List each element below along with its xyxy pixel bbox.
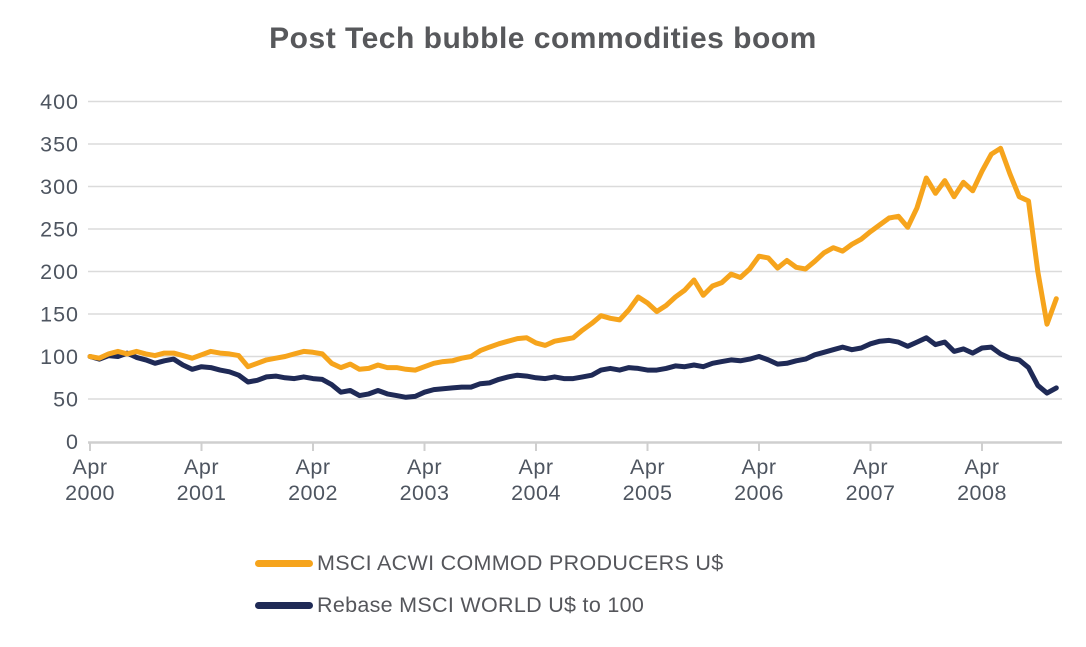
x-axis-label-year: 2007 [846, 481, 896, 505]
chart-legend: MSCI ACWI COMMOD PRODUCERS U$ Rebase MSC… [255, 551, 723, 618]
x-axis-label-month: Apr [296, 455, 331, 479]
x-axis-label-year: 2000 [65, 481, 115, 505]
y-axis-label: 100 [40, 345, 79, 369]
x-axis-label-year: 2005 [623, 481, 673, 505]
y-axis-label: 300 [40, 175, 79, 199]
x-axis-label-month: Apr [519, 455, 554, 479]
y-axis-label: 200 [40, 260, 79, 284]
x-axis-label-month: Apr [965, 455, 1000, 479]
x-axis-label-month: Apr [742, 455, 777, 479]
x-axis-label-month: Apr [407, 455, 442, 479]
x-axis-label-year: 2006 [734, 481, 784, 505]
y-axis-label: 50 [53, 388, 79, 412]
legend-item-msci-world: Rebase MSCI WORLD U$ to 100 [255, 593, 723, 618]
y-axis-label: 400 [40, 90, 79, 114]
x-axis-label-year: 2002 [288, 481, 338, 505]
x-axis-label-month: Apr [630, 455, 665, 479]
legend-swatch-yellow-line [255, 560, 313, 567]
series-line-msci-acwi-commod-producers-u [87, 145, 1059, 373]
y-axis-label: 150 [40, 303, 79, 327]
x-axis-label-year: 2004 [511, 481, 561, 505]
x-axis-label-year: 2001 [177, 481, 227, 505]
y-axis-label: 0 [66, 430, 79, 454]
chart-title: Post Tech bubble commodities boom [269, 22, 817, 55]
legend-item-commod-producers: MSCI ACWI COMMOD PRODUCERS U$ [255, 551, 723, 576]
line-chart-canvas: 050100150200250300350400Apr2000Apr2001Ap… [40, 90, 1062, 505]
legend-swatch-navy-line [255, 602, 313, 609]
y-axis-label: 250 [40, 218, 79, 242]
legend-label: MSCI ACWI COMMOD PRODUCERS U$ [317, 551, 724, 575]
legend-label: Rebase MSCI WORLD U$ to 100 [317, 593, 645, 617]
x-axis-label-year: 2003 [400, 481, 450, 505]
x-axis-label-month: Apr [73, 455, 108, 479]
x-axis-label-month: Apr [184, 455, 219, 479]
series-line-rebase-msci-world-u-to-100 [87, 335, 1059, 400]
y-axis-label: 350 [40, 133, 79, 157]
x-axis-label-month: Apr [853, 455, 888, 479]
x-axis-label-year: 2008 [957, 481, 1007, 505]
